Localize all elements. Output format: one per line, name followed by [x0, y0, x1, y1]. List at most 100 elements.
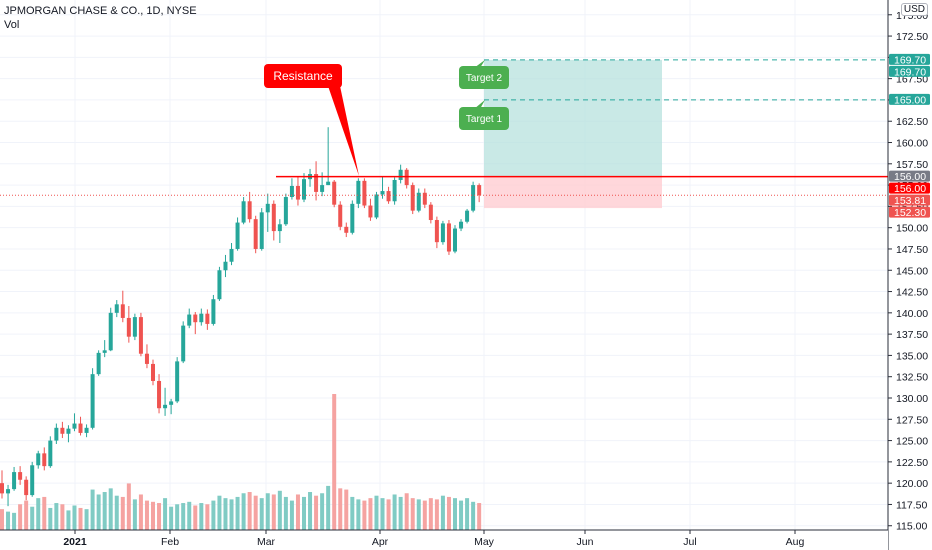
- candle-body: [465, 210, 470, 222]
- price-badge-label: 169.70: [894, 54, 926, 66]
- volume-bar: [434, 499, 439, 530]
- target-zone: [484, 59, 662, 177]
- candle-body: [428, 204, 433, 221]
- candle-body: [66, 428, 71, 434]
- volume-bar: [253, 495, 258, 530]
- volume-bar: [36, 498, 41, 530]
- time-tick-label: 2021: [63, 536, 87, 548]
- candle-body: [332, 181, 337, 205]
- price-badge-box: [889, 93, 930, 105]
- volume-bar: [392, 494, 397, 530]
- level-lines: [0, 59, 888, 196]
- resistance-label: Resistance: [273, 69, 333, 83]
- candle-body: [18, 472, 23, 480]
- volume-bar: [181, 503, 186, 530]
- price-tick-label: 135.00: [896, 350, 928, 362]
- volume-bar: [356, 499, 361, 530]
- volume-bar: [271, 494, 276, 530]
- target-1-callout: Target 1: [459, 99, 509, 130]
- volume-bar: [320, 493, 325, 530]
- candle-body: [289, 185, 294, 198]
- time-tick-label: Mar: [257, 536, 276, 548]
- stop-zone: [484, 176, 662, 209]
- price-badge: 169.70: [889, 53, 930, 66]
- candle-body: [72, 423, 77, 429]
- volume-bar: [157, 503, 162, 530]
- volume-bar: [362, 500, 367, 530]
- price-tick-label: 157.50: [896, 159, 928, 171]
- candle-body: [295, 185, 300, 200]
- target-2-label: Target 2: [466, 73, 503, 84]
- price-tick-label: 145.00: [896, 265, 928, 277]
- volume-bar: [193, 505, 198, 530]
- price-badge-label: 152.30: [894, 207, 926, 219]
- candle-body: [126, 317, 131, 337]
- time-tick-label: Aug: [786, 536, 805, 548]
- candle-body: [253, 219, 258, 249]
- grid: [0, 0, 888, 530]
- volume-bar: [332, 394, 337, 530]
- price-badge-label: 153.81: [894, 195, 926, 207]
- volume-bar: [350, 496, 355, 530]
- time-tick-label: Jul: [683, 536, 696, 548]
- volume-bar: [440, 495, 445, 530]
- volume-bar: [84, 509, 89, 530]
- volume-bar: [308, 492, 313, 530]
- target-2-callout: Target 2: [459, 59, 509, 89]
- volume-bar: [187, 501, 192, 530]
- price-badge: 156.00: [889, 170, 930, 183]
- volume-bar: [132, 499, 137, 530]
- price-tick-label: 127.50: [896, 414, 928, 426]
- volume-bar: [410, 498, 415, 530]
- candle-body: [163, 404, 168, 409]
- candle-body: [114, 304, 119, 313]
- volume-bar: [283, 496, 288, 530]
- volume-bar: [259, 498, 264, 530]
- candle-body: [380, 191, 385, 195]
- candle-body: [356, 180, 361, 204]
- candle-body: [459, 221, 464, 229]
- price-tick-label: 117.50: [896, 499, 927, 511]
- resistance-callout: Resistance: [264, 64, 359, 176]
- price-tick-label: 122.50: [896, 457, 928, 469]
- price-tick-label: 142.50: [896, 287, 928, 299]
- volume-bar: [138, 494, 143, 530]
- candle-body: [374, 194, 379, 218]
- volume-bar: [66, 510, 71, 530]
- volume-bar: [477, 503, 482, 530]
- price-badge-box: [889, 170, 930, 182]
- volume-bar: [453, 498, 457, 530]
- volume-bar: [446, 496, 451, 530]
- candle-body: [320, 185, 325, 192]
- time-axis-background: [0, 530, 888, 550]
- candle-body: [169, 401, 174, 405]
- price-badge-box: [889, 182, 930, 194]
- volume-bar: [169, 506, 174, 530]
- price-badge-label: 156.00: [894, 183, 926, 195]
- candle-body: [54, 427, 59, 441]
- candle-body: [78, 423, 83, 433]
- candle-body: [338, 204, 343, 227]
- price-axis[interactable]: 175.00172.50170.00167.50165.00162.50160.…: [887, 0, 932, 550]
- currency-badge[interactable]: USD: [900, 3, 928, 16]
- callout-box: [264, 64, 342, 88]
- volume-bar: [295, 494, 300, 530]
- candle-body: [24, 479, 29, 496]
- candle-body: [6, 489, 11, 494]
- volume-bar: [265, 493, 270, 530]
- candle-body: [175, 361, 180, 402]
- volume-bar: [211, 500, 216, 530]
- candle-body: [477, 185, 482, 196]
- candle-body: [0, 483, 4, 494]
- candle-body: [157, 380, 162, 409]
- volume-bar: [302, 496, 306, 530]
- volume-bar: [314, 495, 319, 530]
- volume-bars: [0, 394, 482, 530]
- volume-bar: [12, 512, 17, 530]
- candle-body: [350, 203, 355, 233]
- volume-bar: [338, 488, 343, 530]
- volume-bar: [72, 505, 77, 530]
- candle-body: [199, 313, 204, 323]
- time-axis[interactable]: 2021 Feb Mar Apr May Jun Jul Aug: [0, 529, 888, 550]
